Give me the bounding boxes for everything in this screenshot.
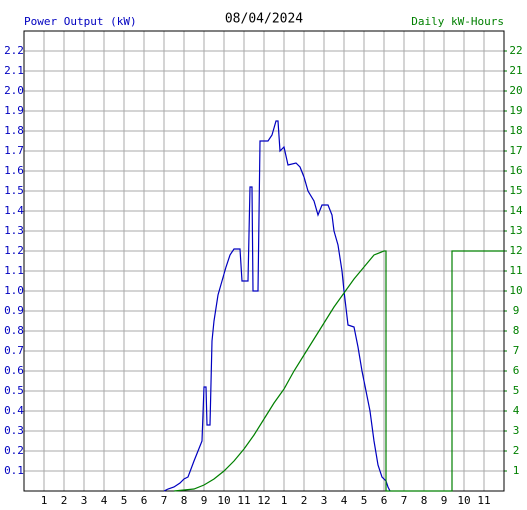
x-tick-label: 1	[41, 494, 48, 507]
y2-tick-label: 10	[509, 284, 522, 297]
x-tick-label: 12	[257, 494, 270, 507]
x-tick-label: 2	[61, 494, 68, 507]
y2-tick-label: 3	[513, 424, 520, 437]
y-tick-label: 0.7	[4, 344, 24, 357]
y-tick-label: 0.3	[4, 424, 24, 437]
y2-tick-label: 7	[513, 344, 520, 357]
y-tick-label: 0.5	[4, 384, 24, 397]
y2-tick-label: 5	[513, 384, 520, 397]
x-tick-label: 8	[181, 494, 188, 507]
x-tick-label: 5	[121, 494, 128, 507]
chart-title: 08/04/2024	[225, 12, 303, 27]
x-tick-label: 8	[421, 494, 428, 507]
y-tick-label: 1.7	[4, 144, 24, 157]
x-tick-label: 9	[201, 494, 208, 507]
y2-tick-label: 19	[509, 104, 522, 117]
y-tick-label: 0.9	[4, 304, 24, 317]
x-tick-label: 11	[477, 494, 490, 507]
y2-tick-label: 20	[509, 84, 522, 97]
y-tick-label: 0.8	[4, 324, 24, 337]
series-line	[173, 250, 504, 492]
y-tick-label: 2.2	[4, 44, 24, 57]
x-tick-label: 11	[237, 494, 250, 507]
x-tick-label: 9	[441, 494, 448, 507]
x-tick-label: 3	[321, 494, 328, 507]
plot-border	[23, 30, 505, 492]
y-tick-label: 2.0	[4, 84, 24, 97]
y-tick-label: 1.3	[4, 224, 24, 237]
y2-tick-label: 21	[509, 64, 522, 77]
y-tick-label: 1.0	[4, 284, 24, 297]
y2-tick-label: 12	[509, 244, 522, 257]
series-line	[163, 120, 391, 492]
x-tick-label: 6	[141, 494, 148, 507]
y2-tick-label: 15	[509, 184, 522, 197]
y-tick-label: 1.2	[4, 244, 24, 257]
x-tick-label: 7	[161, 494, 168, 507]
y2-tick-label: 16	[509, 164, 522, 177]
y-tick-label: 2.1	[4, 64, 24, 77]
y2-tick-label: 11	[509, 264, 522, 277]
y2-tick-label: 17	[509, 144, 522, 157]
y2-tick-label: 2	[513, 444, 520, 457]
x-tick-label: 3	[81, 494, 88, 507]
y-tick-label: 1.8	[4, 124, 24, 137]
x-tick-label: 4	[341, 494, 348, 507]
x-tick-label: 10	[457, 494, 470, 507]
y2-tick-label: 18	[509, 124, 522, 137]
x-tick-label: 10	[217, 494, 230, 507]
y2-axis-label: Daily kW-Hours	[411, 15, 504, 28]
y-tick-label: 1.1	[4, 264, 24, 277]
y2-tick-label: 9	[513, 304, 520, 317]
y2-tick-label: 4	[513, 404, 520, 417]
y2-tick-label: 13	[509, 224, 522, 237]
x-tick-label: 6	[381, 494, 388, 507]
x-tick-label: 1	[281, 494, 288, 507]
y-axis-label: Power Output (kW)	[24, 15, 137, 28]
y-tick-label: 0.2	[4, 444, 24, 457]
x-tick-label: 4	[101, 494, 108, 507]
x-tick-label: 2	[301, 494, 308, 507]
x-tick-label: 5	[361, 494, 368, 507]
y-tick-label: 1.9	[4, 104, 24, 117]
y-tick-label: 0.1	[4, 464, 24, 477]
y-tick-label: 0.6	[4, 364, 24, 377]
y2-tick-label: 8	[513, 324, 520, 337]
y-tick-label: 1.6	[4, 164, 24, 177]
y-tick-label: 1.5	[4, 184, 24, 197]
y2-tick-label: 22	[509, 44, 522, 57]
y-tick-label: 1.4	[4, 204, 24, 217]
y-tick-label: 0.4	[4, 404, 24, 417]
y2-tick-label: 14	[509, 204, 523, 217]
x-tick-label: 7	[401, 494, 408, 507]
y2-tick-label: 6	[513, 364, 520, 377]
y2-tick-label: 1	[513, 464, 520, 477]
